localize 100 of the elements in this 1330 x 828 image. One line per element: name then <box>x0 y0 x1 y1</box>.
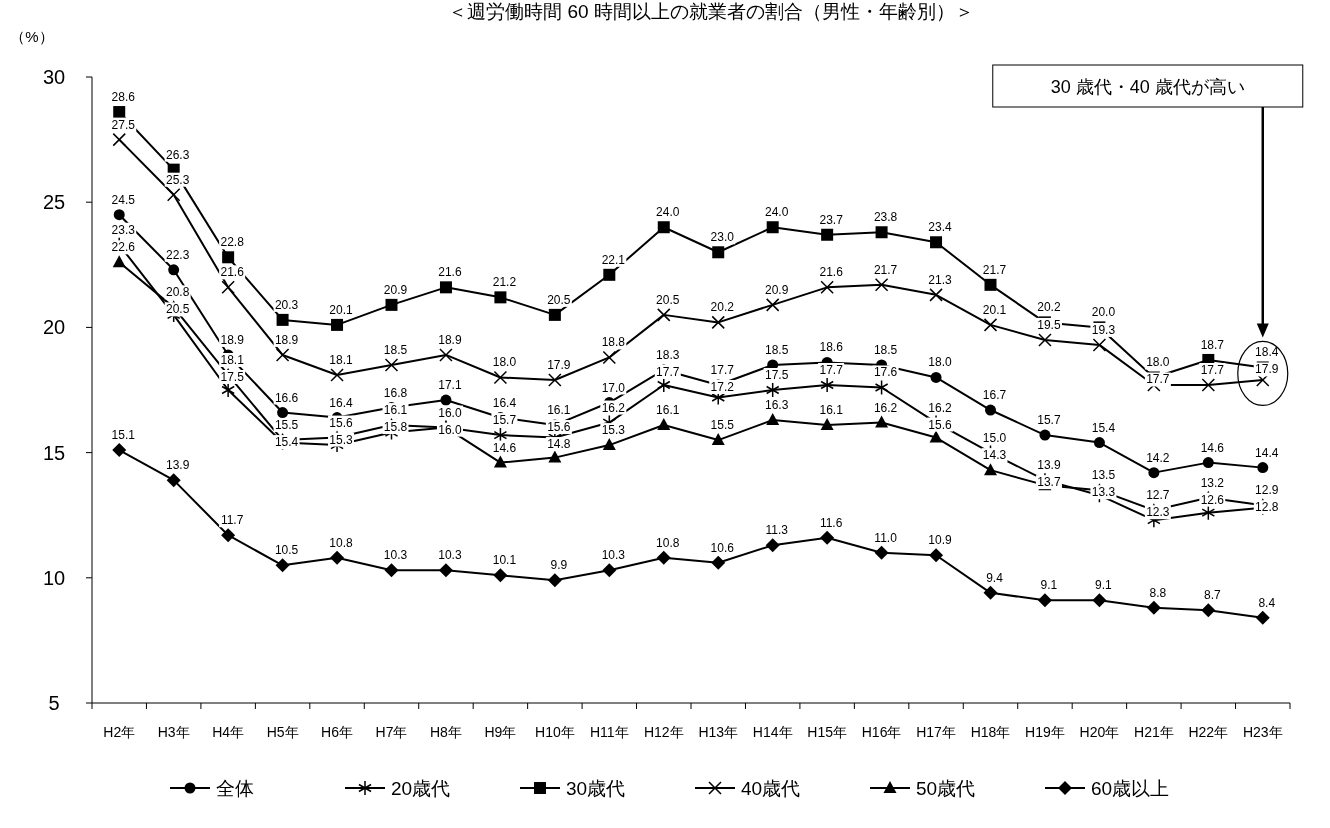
y-tick-label: 5 <box>48 692 60 714</box>
x-tick-label: H13年 <box>698 724 739 740</box>
data-label: 11.0 <box>874 530 898 545</box>
x-tick-label: H2年 <box>103 724 136 740</box>
annotation: 30 歳代・40 歳代が高い <box>1050 77 1245 97</box>
data-label: 16.1 <box>819 403 844 418</box>
data-label: 17.7 <box>656 364 680 379</box>
data-label: 18.3 <box>656 347 680 362</box>
data-label: 20.3 <box>274 297 299 312</box>
x-tick-label: H18年 <box>970 724 1011 740</box>
data-label: 13.3 <box>1091 485 1116 500</box>
data-label: 22.6 <box>111 240 136 255</box>
y-axis-title: （%） <box>10 28 54 45</box>
data-label: 15.5 <box>710 418 735 433</box>
data-label: 17.7 <box>710 362 735 377</box>
data-label: 22.8 <box>220 235 245 250</box>
data-label: 23.8 <box>873 210 898 225</box>
data-label: 18.9 <box>220 332 245 347</box>
data-label: 16.4 <box>492 395 517 410</box>
data-label: 14.6 <box>1200 440 1225 455</box>
data-label: 10.6 <box>710 540 735 555</box>
data-label: 10.3 <box>438 548 462 563</box>
x-tick-label: H5年 <box>266 724 299 740</box>
data-label: 15.6 <box>928 417 953 432</box>
legend-label: 40歳代 <box>741 778 801 799</box>
x-tick-label: H16年 <box>861 724 902 740</box>
data-label: 10.8 <box>329 535 354 550</box>
x-tick-label: H14年 <box>752 724 793 740</box>
data-label: 20.5 <box>656 292 680 307</box>
data-label: 14.4 <box>1255 445 1279 460</box>
x-tick-label: H23年 <box>1242 724 1283 740</box>
data-label: 18.0 <box>492 355 517 370</box>
x-tick-label: H17年 <box>916 724 956 740</box>
data-label: 12.6 <box>1200 492 1225 507</box>
data-label: 24.0 <box>765 205 789 220</box>
data-label: 8.4 <box>1258 595 1276 610</box>
data-label: 20.8 <box>166 285 190 300</box>
data-label: 20.2 <box>710 300 735 315</box>
data-label: 20.5 <box>547 292 571 307</box>
x-tick-label: H10年 <box>535 724 575 740</box>
data-label: 9.1 <box>1040 578 1058 593</box>
legend-label: 30歳代 <box>566 778 626 799</box>
data-label: 15.5 <box>274 418 299 433</box>
data-label: 20.1 <box>329 302 354 317</box>
data-label: 16.2 <box>928 400 953 415</box>
data-label: 21.6 <box>220 265 245 280</box>
data-label: 18.5 <box>765 342 789 357</box>
data-label: 17.6 <box>873 365 898 380</box>
data-label: 17.9 <box>547 357 571 372</box>
data-label: 13.2 <box>1200 475 1225 490</box>
data-label: 17.1 <box>438 378 462 393</box>
data-label: 19.3 <box>1091 322 1116 337</box>
data-label: 14.6 <box>492 440 517 455</box>
data-label: 10.1 <box>492 553 517 568</box>
data-label: 18.0 <box>928 355 953 370</box>
data-label: 15.6 <box>329 415 354 430</box>
x-tick-label: H9年 <box>484 724 517 740</box>
legend-label: 50歳代 <box>916 778 976 799</box>
data-label: 16.2 <box>873 400 898 415</box>
x-tick-label: H4年 <box>212 724 245 740</box>
x-tick-label: H20年 <box>1079 724 1120 740</box>
y-tick-label: 30 <box>42 66 66 88</box>
data-label: 20.9 <box>765 282 789 297</box>
data-label: 21.6 <box>438 265 462 280</box>
data-label: 23.0 <box>710 230 735 245</box>
x-tick-label: H3年 <box>157 724 190 740</box>
data-label: 13.9 <box>1037 458 1061 473</box>
data-label: 27.5 <box>111 117 136 132</box>
y-tick-label: 20 <box>42 316 66 339</box>
data-label: 17.9 <box>1255 362 1279 377</box>
data-label: 23.4 <box>928 220 953 235</box>
data-label: 21.7 <box>982 262 1007 277</box>
data-label: 18.9 <box>274 332 299 347</box>
data-label: 17.7 <box>819 362 844 377</box>
data-label: 16.6 <box>274 390 299 405</box>
data-label: 9.9 <box>550 558 568 573</box>
data-label: 16.4 <box>329 395 354 410</box>
data-label: 16.1 <box>383 403 408 418</box>
data-label: 20.9 <box>383 282 408 297</box>
data-label: 15.3 <box>601 423 626 438</box>
data-label: 15.6 <box>547 420 571 435</box>
x-tick-label: H11年 <box>589 724 629 740</box>
data-label: 28.6 <box>111 90 136 105</box>
data-label: 15.7 <box>1037 413 1061 428</box>
data-label: 23.7 <box>819 212 844 227</box>
data-label: 10.5 <box>274 543 299 558</box>
data-label: 15.3 <box>329 432 354 447</box>
x-tick-label: H7年 <box>375 724 408 740</box>
data-label: 21.6 <box>819 265 844 280</box>
data-label: 17.0 <box>601 380 626 395</box>
x-tick-label: H6年 <box>321 724 353 740</box>
data-label: 10.9 <box>928 533 953 548</box>
data-label: 11.3 <box>765 523 789 538</box>
data-label: 20.2 <box>1037 300 1061 315</box>
data-label: 26.3 <box>166 147 190 162</box>
data-label: 15.0 <box>982 430 1007 445</box>
data-label: 23.3 <box>111 222 136 237</box>
y-tick-label: 10 <box>42 566 66 589</box>
data-label: 16.2 <box>601 400 626 415</box>
data-label: 24.5 <box>111 192 136 207</box>
